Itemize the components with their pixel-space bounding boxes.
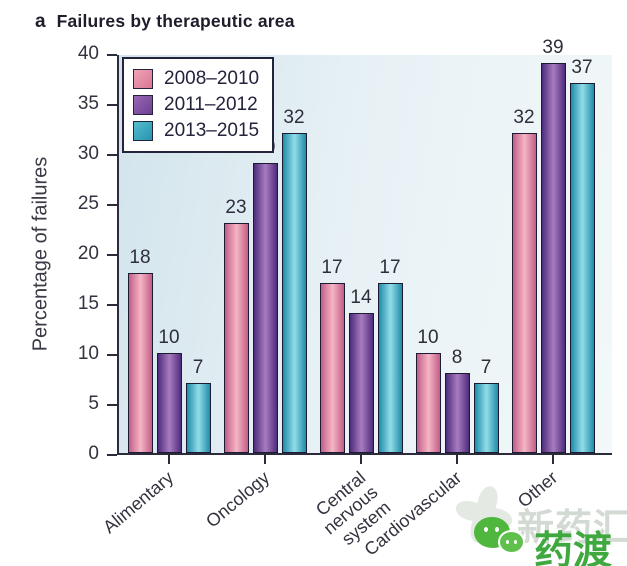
bar-value-label: 23 (225, 197, 247, 218)
y-tick-mark (107, 404, 117, 406)
y-axis-title: Percentage of failures (29, 156, 52, 352)
y-tick-label: 20 (77, 243, 99, 264)
y-tick-label: 35 (77, 93, 99, 114)
y-tick-label: 25 (77, 193, 99, 214)
bar-value-label: 10 (417, 327, 439, 348)
x-tick-mark (168, 455, 170, 464)
bar (569, 83, 595, 453)
panel-letter: a (35, 11, 46, 32)
y-tick-mark (107, 104, 117, 106)
x-tick-label: Oncology (202, 467, 274, 532)
legend-swatch (133, 95, 153, 115)
bar-value-label: 18 (129, 247, 151, 268)
y-tick-label: 15 (77, 293, 99, 314)
plot-area: Percentage of failures 2008–2010 2011–201… (30, 37, 612, 560)
bar (127, 273, 153, 453)
legend-label: 2011–2012 (164, 94, 258, 115)
bar-value-label: 39 (542, 37, 564, 58)
bar-value-label: 32 (283, 107, 305, 128)
legend: 2008–2010 2011–2012 2013–2015 (122, 57, 275, 153)
y-tick-mark (107, 354, 117, 356)
bar-value-label: 10 (158, 327, 180, 348)
bar-value-label: 17 (379, 257, 401, 278)
y-tick-label: 30 (77, 143, 99, 164)
chart-title: a Failures by therapeutic area (35, 11, 295, 33)
bar-value-label: 8 (451, 347, 463, 368)
x-tick-mark (552, 455, 554, 464)
x-tick-mark (456, 455, 458, 464)
y-tick-label: 5 (88, 393, 99, 414)
y-tick-mark (107, 54, 117, 56)
x-tick-mark (360, 455, 362, 464)
bar (319, 283, 345, 453)
bar-value-label: 32 (513, 107, 535, 128)
bar (473, 383, 499, 453)
y-tick-mark (107, 304, 117, 306)
bar (511, 133, 537, 453)
legend-swatch (133, 121, 153, 141)
bar-value-label: 14 (350, 287, 372, 308)
bar (281, 133, 307, 453)
chart-title-text: Failures by therapeutic area (56, 11, 295, 31)
y-tick-label: 40 (77, 43, 99, 64)
legend-item: 2008–2010 (133, 66, 259, 92)
y-tick-mark (107, 154, 117, 156)
bar (415, 353, 441, 453)
bar-value-label: 17 (321, 257, 343, 278)
bar (444, 373, 470, 453)
x-tick-label: Alimentary (99, 467, 178, 538)
bar (377, 283, 403, 453)
bar-value-label: 7 (480, 357, 492, 378)
legend-swatch (133, 69, 153, 89)
watermark-green-text: 药渡 (534, 530, 613, 566)
y-tick-mark (107, 254, 117, 256)
wechat-icon (474, 517, 532, 565)
y-tick-mark (107, 454, 117, 456)
bar (540, 63, 566, 453)
x-tick-label: Other (513, 467, 562, 512)
bar (348, 313, 374, 453)
bar (156, 353, 182, 453)
bar (223, 223, 249, 453)
x-tick-mark (264, 455, 266, 464)
bar-value-label: 37 (571, 57, 593, 78)
legend-item: 2013–2015 (133, 118, 259, 144)
y-tick-mark (107, 204, 117, 206)
legend-item: 2011–2012 (133, 92, 259, 118)
y-tick-label: 10 (77, 343, 99, 364)
bar-value-label: 7 (192, 357, 204, 378)
flower-logo-icon (452, 483, 515, 545)
y-tick-label: 0 (88, 443, 99, 464)
legend-label: 2008–2010 (164, 68, 260, 89)
legend-label: 2013–2015 (164, 120, 260, 141)
bar (185, 383, 211, 453)
bar (252, 163, 278, 453)
